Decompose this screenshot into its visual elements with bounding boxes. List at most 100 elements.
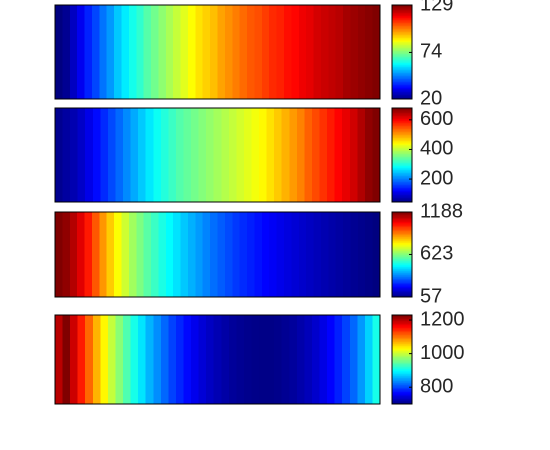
colorbar-swatch [392, 277, 412, 279]
colorbar-swatch [392, 54, 412, 57]
colorbar-tick-label: 1188 [420, 200, 463, 222]
colorbar-swatch [392, 278, 412, 281]
colorbar-swatch [392, 323, 412, 326]
heatmap-cell [62, 212, 71, 297]
colorbar-swatch [392, 372, 412, 374]
colorbar-swatch [392, 270, 412, 273]
colorbar-swatch [392, 74, 412, 76]
heatmap-cell [342, 108, 351, 202]
heatmap-cell [296, 108, 306, 202]
colorbar-swatch [392, 246, 412, 249]
colorbar-swatch [392, 34, 412, 37]
colorbar-swatch [392, 52, 412, 54]
colorbar-swatch [392, 333, 412, 335]
heatmap-cell [84, 5, 93, 99]
colorbar-swatch [392, 383, 412, 386]
colorbar-swatch [392, 63, 412, 66]
colorbar-swatch [392, 91, 412, 94]
colorbar-swatch [392, 175, 412, 178]
colorbar-swatch [392, 178, 412, 181]
heatmap-cell [62, 5, 71, 99]
colorbar-swatch [392, 108, 412, 110]
heatmap-cell [130, 108, 139, 202]
colorbar-swatch [392, 352, 412, 355]
colorbar-swatch [392, 191, 412, 194]
heatmap-cell [107, 315, 117, 404]
colorbar-swatch [392, 169, 412, 172]
colorbar-swatch [392, 367, 412, 370]
colorbar-swatch [392, 72, 412, 75]
heatmap-cell [261, 5, 270, 99]
colorbar-swatch [392, 87, 412, 90]
heatmap-cell [69, 5, 78, 99]
heatmap-cell [183, 108, 192, 202]
colorbar-swatch [392, 235, 412, 238]
colorbar-swatch [392, 269, 412, 271]
heatmap-cell [77, 108, 86, 202]
colorbar-swatch [392, 125, 412, 128]
heatmap-cell [291, 5, 300, 99]
heatmap-cell [228, 108, 237, 202]
colorbar-swatch [392, 163, 412, 166]
heatmap-cell [100, 315, 109, 404]
colorbar-swatch [392, 319, 412, 322]
heatmap-cell [84, 212, 93, 297]
heatmap-cell [254, 212, 263, 297]
heatmap-cell [357, 5, 366, 99]
heatmap-cell [165, 5, 174, 99]
heatmap-cell [289, 315, 298, 404]
colorbar-swatch [392, 13, 412, 16]
colorbar-swatch [392, 149, 412, 152]
heatmap-cell [365, 212, 374, 297]
colorbar-swatch [392, 254, 412, 257]
heatmap-cell [123, 315, 132, 404]
colorbar-swatch [392, 9, 412, 12]
colorbar-swatch [392, 84, 412, 87]
heatmap-cell [106, 5, 115, 99]
colorbar-swatch [392, 119, 412, 122]
colorbar-swatch [392, 71, 412, 74]
colorbar-swatch [392, 90, 412, 93]
colorbar-swatch [392, 155, 412, 157]
heatmap-cell [281, 108, 290, 202]
heatmap-cell [138, 108, 147, 202]
colorbar-swatch [392, 160, 412, 163]
heatmap-cell [236, 315, 245, 404]
heatmap-cell [91, 212, 100, 297]
colorbar-swatch [392, 113, 412, 116]
heatmap-cell [217, 212, 226, 297]
colorbar-swatch [392, 124, 412, 127]
colorbar-swatch [392, 219, 412, 222]
colorbar-swatch [392, 185, 412, 188]
colorbar-swatch [392, 374, 412, 377]
heatmap-cell [145, 315, 154, 404]
colorbar-tick-label: 20 [420, 87, 442, 109]
heatmap-cell [195, 212, 204, 297]
colorbar-swatch [392, 81, 412, 84]
heatmap-cell [136, 212, 145, 297]
colorbar-tick-label: 800 [420, 375, 453, 397]
colorbar-swatch [392, 279, 412, 282]
colorbar-swatch [392, 162, 412, 165]
colorbar-swatch [392, 116, 412, 119]
heatmap-cell [62, 315, 71, 404]
heatmap-cell [372, 108, 381, 202]
colorbar-swatch [392, 257, 412, 259]
colorbar-swatch [392, 363, 412, 366]
heatmap-cell [158, 212, 167, 297]
heatmap-cell [319, 315, 328, 404]
colorbar-swatch [392, 193, 412, 196]
colorbar-swatch [392, 293, 412, 295]
heatmap-cell [191, 315, 200, 404]
colorbar-swatch [392, 340, 412, 342]
heatmap-cell [276, 212, 285, 297]
heatmap-cell [304, 108, 313, 202]
heatmap-cell [158, 5, 167, 99]
colorbar-swatch [392, 38, 412, 41]
heatmap-cell [306, 212, 315, 297]
colorbar-swatch [392, 365, 412, 367]
colorbar-swatch [392, 127, 412, 130]
heatmap-cell [130, 315, 139, 404]
heatmap-cell [210, 5, 219, 99]
